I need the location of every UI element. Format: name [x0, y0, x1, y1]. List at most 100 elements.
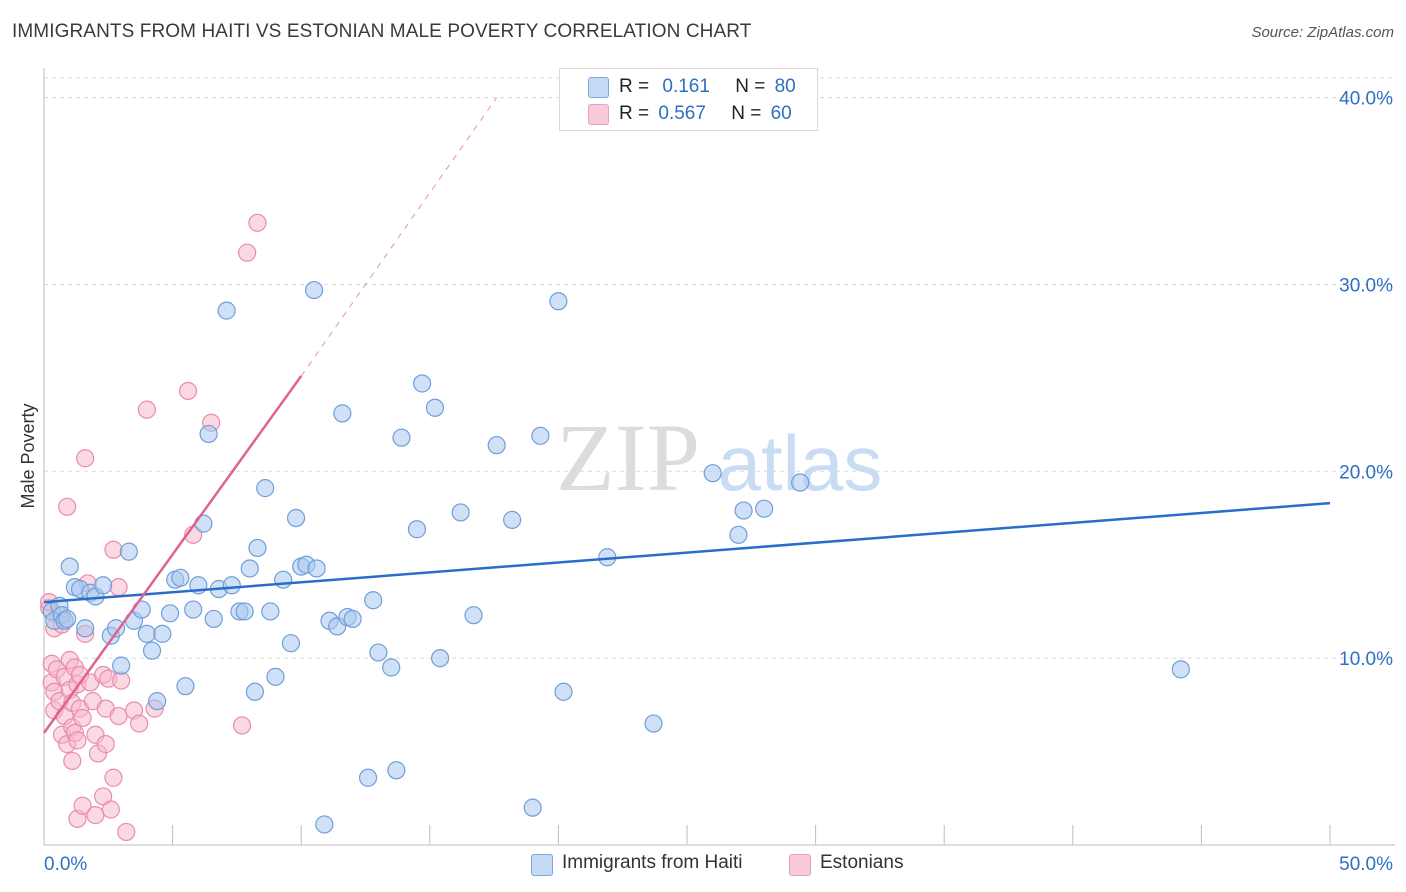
haiti-point-78 [734, 501, 753, 520]
haiti-point-55 [343, 609, 362, 629]
haiti-point-69 [503, 510, 522, 529]
y-tick-label-40: 40.0% [1339, 89, 1393, 110]
haiti-point-22 [153, 624, 172, 643]
estonian-trend-line [42, 375, 303, 734]
y-tick-label-10: 10.0% [1339, 649, 1393, 670]
stats-legend: R = 0.161 N = 80 R = 0.567 N = 60 [559, 68, 818, 131]
haiti-point-81 [1171, 660, 1190, 679]
haiti-point-77 [729, 525, 748, 544]
watermark-zip: ZIP [556, 404, 700, 511]
haiti-point-53 [333, 404, 352, 423]
haiti-point-31 [204, 609, 223, 629]
estonians-n-label: N = [731, 103, 762, 124]
series-legend: Immigrants from Haiti Estonians [0, 852, 1406, 876]
data-points [40, 213, 1190, 842]
watermark-atlas: atlas [718, 419, 883, 507]
estonian-point-46 [109, 706, 128, 726]
haiti-point-50 [315, 815, 334, 834]
haiti-point-63 [412, 374, 432, 393]
haiti-n-value: 80 [774, 76, 796, 97]
estonian-point-58 [238, 243, 257, 262]
haiti-stats: R = 0.161 N = 80 [619, 76, 796, 98]
haiti-point-26 [176, 677, 195, 696]
haiti-point-43 [274, 570, 293, 589]
haiti-point-34 [222, 576, 241, 595]
haiti-point-64 [425, 398, 445, 417]
haiti-point-23 [160, 604, 180, 623]
haiti-point-75 [644, 714, 663, 733]
estonian-point-54 [178, 381, 198, 401]
haiti-r-label: R = [619, 76, 650, 97]
haiti-point-61 [392, 428, 411, 447]
estonian-point-59 [248, 213, 267, 232]
x-tick-label-50: 50.0% [1339, 854, 1393, 875]
haiti-point-29 [194, 514, 213, 533]
haiti-swatch [588, 77, 609, 98]
haiti-point-36 [235, 602, 254, 621]
haiti-trend-line [43, 501, 1331, 604]
haiti-point-79 [755, 499, 774, 518]
legend-estonians-swatch [789, 854, 811, 876]
haiti-point-73 [554, 682, 573, 701]
haiti-point-42 [266, 667, 285, 686]
chart-title: IMMIGRANTS FROM HAITI VS ESTONIAN MALE P… [12, 21, 752, 42]
haiti-point-67 [464, 606, 483, 625]
x-tick-label-0: 0.0% [44, 854, 87, 875]
haiti-point-45 [286, 508, 306, 528]
haiti-point-41 [261, 602, 280, 621]
haiti-point-16 [119, 542, 138, 561]
haiti-point-14 [106, 619, 126, 638]
haiti-point-6 [60, 557, 79, 576]
tick-labels: 10.0% 20.0% 30.0% 40.0% 0.0% 50.0% [44, 89, 1393, 875]
haiti-point-60 [387, 761, 406, 780]
estonian-point-36 [86, 806, 105, 825]
haiti-point-15 [112, 656, 131, 675]
estonian-point-20 [63, 751, 82, 771]
haiti-point-40 [256, 479, 275, 498]
haiti-point-59 [382, 658, 401, 677]
haiti-point-72 [549, 292, 568, 311]
haiti-point-25 [171, 568, 190, 587]
source-credit: Source: ZipAtlas.com [1251, 24, 1394, 41]
estonian-point-31 [76, 449, 95, 468]
estonian-point-47 [109, 578, 128, 597]
haiti-point-48 [304, 280, 324, 300]
haiti-point-38 [245, 682, 265, 701]
haiti-point-37 [240, 559, 259, 578]
haiti-point-62 [407, 520, 427, 539]
haiti-point-49 [307, 559, 326, 578]
haiti-point-19 [137, 624, 156, 643]
y-tick-label-20: 20.0% [1339, 462, 1393, 483]
estonians-n-value: 60 [770, 103, 792, 124]
estonian-trend-extension [300, 97, 498, 377]
estonian-point-52 [137, 400, 156, 419]
haiti-point-56 [358, 768, 378, 787]
haiti-point-58 [369, 643, 388, 662]
estonians-r-value: 0.567 [658, 103, 706, 124]
haiti-point-66 [451, 503, 470, 522]
haiti-point-76 [703, 464, 722, 483]
haiti-point-39 [248, 538, 267, 558]
estonian-point-43 [101, 800, 120, 819]
axes [43, 68, 1395, 846]
legend-haiti-label: Immigrants from Haiti [562, 852, 743, 873]
estonian-point-15 [58, 497, 77, 516]
estonian-point-28 [73, 708, 92, 728]
estonians-stats: R = 0.567 N = 60 [619, 103, 792, 125]
haiti-point-57 [364, 591, 383, 610]
haiti-point-20 [142, 641, 162, 660]
trend-lines [42, 97, 1331, 734]
haiti-point-44 [281, 634, 301, 653]
haiti-r-value: 0.161 [662, 76, 710, 97]
haiti-point-65 [430, 649, 450, 668]
haiti-point-68 [487, 436, 506, 455]
y-tick-label-30: 30.0% [1339, 275, 1393, 296]
legend-estonians-label: Estonians [820, 852, 904, 873]
estonian-point-51 [130, 714, 149, 733]
estonian-point-23 [68, 731, 87, 750]
haiti-point-80 [791, 473, 810, 492]
haiti-n-label: N = [735, 76, 766, 97]
y-axis-label: Male Poverty [18, 403, 38, 508]
haiti-point-27 [184, 600, 203, 619]
